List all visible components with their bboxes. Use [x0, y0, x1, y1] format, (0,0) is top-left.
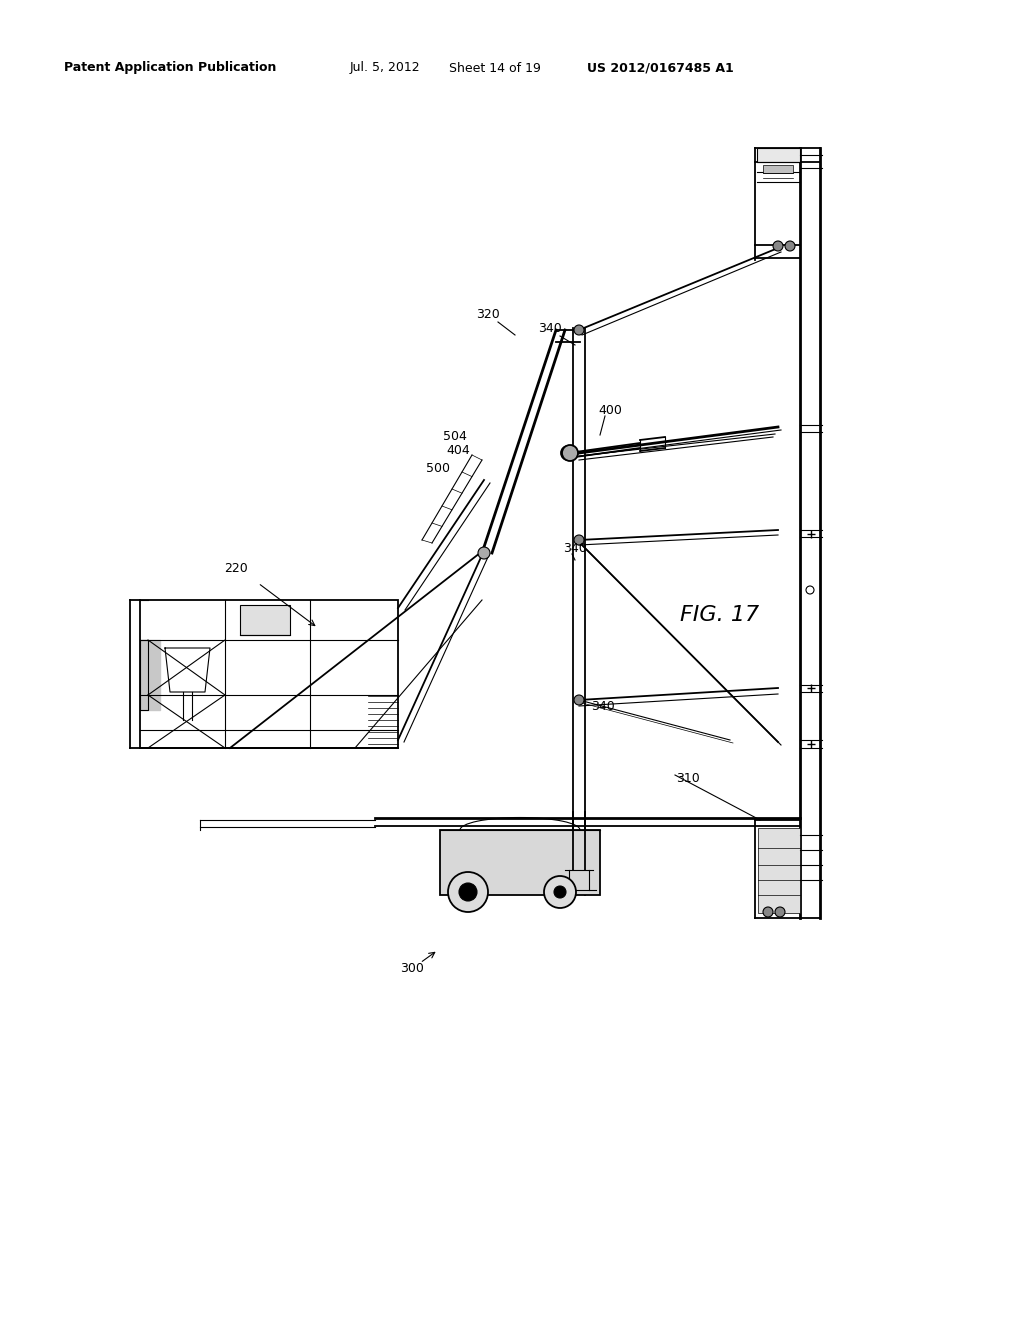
Text: 340: 340 — [539, 322, 562, 334]
Circle shape — [785, 242, 795, 251]
Text: Patent Application Publication: Patent Application Publication — [63, 62, 276, 74]
Circle shape — [544, 876, 575, 908]
Text: 320: 320 — [476, 308, 500, 321]
Text: 220: 220 — [224, 561, 248, 574]
Text: Sheet 14 of 19: Sheet 14 of 19 — [450, 62, 541, 74]
Bar — [757, 148, 800, 162]
Circle shape — [773, 242, 783, 251]
Text: 404: 404 — [446, 444, 470, 457]
Polygon shape — [140, 640, 160, 710]
Bar — [763, 165, 793, 173]
Bar — [140, 601, 398, 748]
Circle shape — [574, 325, 584, 335]
Text: 400: 400 — [598, 404, 622, 417]
Bar — [240, 605, 290, 635]
Bar — [440, 830, 600, 895]
Text: FIG. 17: FIG. 17 — [680, 605, 760, 624]
Circle shape — [554, 886, 566, 898]
Circle shape — [478, 546, 490, 558]
Text: 340: 340 — [591, 700, 614, 713]
Circle shape — [574, 535, 584, 545]
Circle shape — [449, 873, 488, 912]
Bar — [758, 828, 800, 913]
Text: US 2012/0167485 A1: US 2012/0167485 A1 — [587, 62, 733, 74]
Text: 340: 340 — [563, 541, 587, 554]
Text: 504: 504 — [443, 429, 467, 442]
Text: Jul. 5, 2012: Jul. 5, 2012 — [349, 62, 420, 74]
Circle shape — [561, 446, 575, 459]
Circle shape — [562, 445, 578, 461]
Circle shape — [775, 907, 785, 917]
Circle shape — [806, 586, 814, 594]
Text: 500: 500 — [426, 462, 450, 474]
Circle shape — [763, 907, 773, 917]
Text: 310: 310 — [676, 771, 699, 784]
Circle shape — [574, 696, 584, 705]
Circle shape — [459, 883, 477, 902]
Text: 300: 300 — [400, 961, 424, 974]
